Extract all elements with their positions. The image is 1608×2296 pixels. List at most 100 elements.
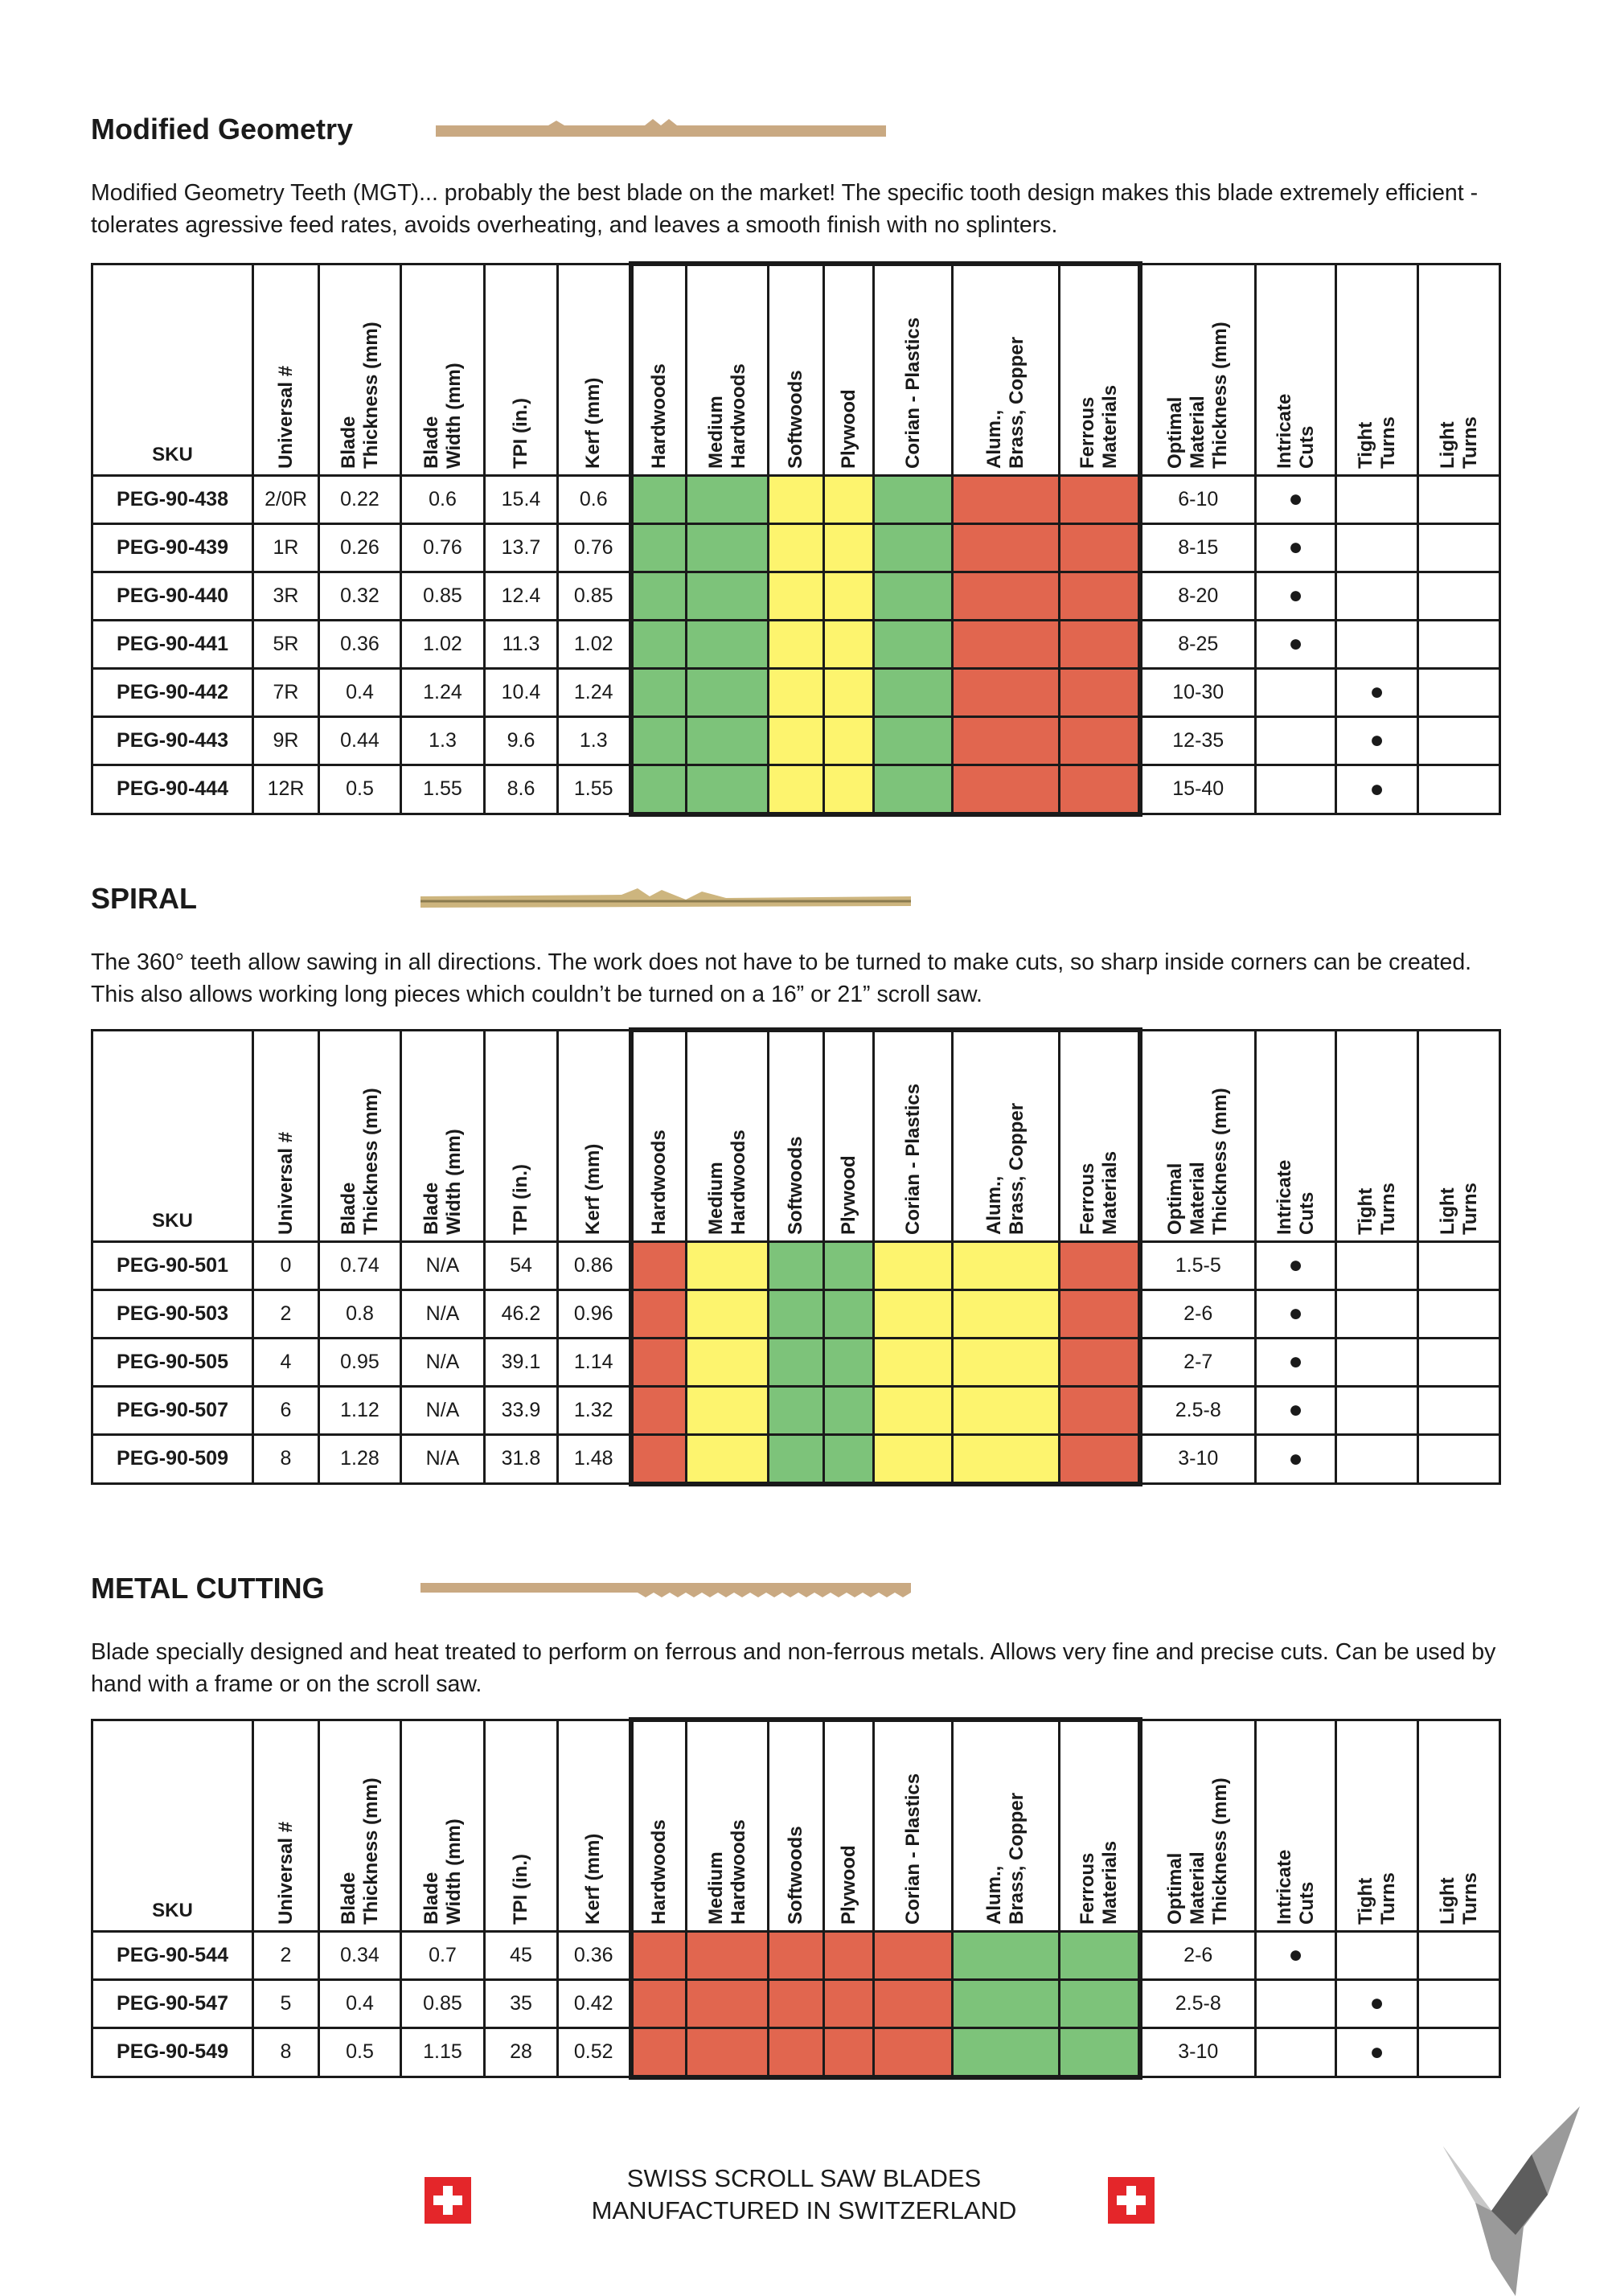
column-header-text: Intricate Cuts bbox=[1273, 1159, 1318, 1235]
material-suitability bbox=[872, 474, 954, 525]
usage-cell bbox=[1417, 618, 1501, 670]
spec-cell: 1.28 bbox=[318, 1433, 402, 1485]
spec-cell: 1.3 bbox=[400, 715, 486, 766]
spec-cell: 5 bbox=[252, 1978, 320, 2029]
material-suitability bbox=[872, 618, 954, 670]
column-header: Plywood bbox=[822, 261, 875, 477]
material-suitability bbox=[685, 1240, 769, 1291]
material-suitability bbox=[767, 2026, 825, 2080]
material-suitability bbox=[685, 1384, 769, 1436]
column-header-text: Kerf (mm) bbox=[582, 377, 605, 469]
column-header: TPI (in.) bbox=[483, 262, 559, 477]
material-suitability bbox=[1058, 618, 1142, 670]
column-header: Universal # bbox=[252, 1718, 320, 1933]
material-suitability bbox=[1058, 666, 1142, 718]
material-suitability bbox=[767, 1336, 825, 1388]
material-suitability bbox=[1058, 1336, 1142, 1388]
spec-cell: 1.55 bbox=[400, 763, 486, 815]
spec-cell: 1.32 bbox=[556, 1384, 632, 1436]
material-suitability bbox=[822, 522, 875, 573]
blade-image bbox=[420, 888, 911, 908]
sku-cell: PEG-90-440 bbox=[91, 570, 254, 621]
column-header-text: Alum., Brass, Copper bbox=[983, 1792, 1028, 1925]
usage-cell bbox=[1417, 522, 1501, 573]
spec-cell: 1R bbox=[252, 522, 320, 573]
spec-cell: 0.22 bbox=[318, 474, 402, 525]
material-suitability bbox=[628, 1336, 687, 1388]
blade-row: PEG-90-440 3R 0.32 0.85 12.4 0.85 8-20 ● bbox=[91, 570, 1501, 621]
spec-cell: 39.1 bbox=[483, 1336, 559, 1388]
usage-cell bbox=[1335, 1336, 1419, 1388]
column-header-text: Corian - Plastics bbox=[901, 1773, 924, 1925]
usage-cell bbox=[1254, 666, 1337, 718]
column-header-text: Ferrous Materials bbox=[1076, 384, 1121, 469]
column-header: Kerf (mm) bbox=[556, 1028, 632, 1243]
column-header-text: Tight Turns bbox=[1354, 1872, 1399, 1925]
column-header-text: Blade Thickness (mm) bbox=[337, 1777, 382, 1925]
spec-cell: 1.15 bbox=[400, 2026, 486, 2078]
spec-cell: 10.4 bbox=[483, 666, 559, 718]
material-suitability bbox=[685, 715, 769, 766]
material-suitability bbox=[822, 715, 875, 766]
spec-cell: 12.4 bbox=[483, 570, 559, 621]
material-suitability bbox=[628, 666, 687, 718]
spec-cell: 2 bbox=[252, 1288, 320, 1339]
material-suitability bbox=[872, 570, 954, 621]
column-header: Intricate Cuts bbox=[1254, 1718, 1337, 1933]
spec-cell: 0.4 bbox=[318, 666, 402, 718]
usage-cell bbox=[1417, 1384, 1501, 1436]
material-suitability bbox=[822, 1433, 875, 1486]
spec-cell: 0.5 bbox=[318, 763, 402, 815]
column-header: Plywood bbox=[822, 1027, 875, 1243]
material-suitability bbox=[628, 1240, 687, 1291]
spec-cell: 8 bbox=[252, 1433, 320, 1485]
thickness-cell: 8-20 bbox=[1138, 570, 1257, 621]
blade-row: PEG-90-503 2 0.8 N/A 46.2 0.96 2-6 ● bbox=[91, 1288, 1501, 1339]
column-header-text: Softwoods bbox=[785, 1135, 806, 1235]
column-header: Tight Turns bbox=[1335, 262, 1419, 477]
spec-cell: 54 bbox=[483, 1240, 559, 1291]
material-suitability bbox=[951, 666, 1060, 718]
spec-cell: 0.86 bbox=[556, 1240, 632, 1291]
spec-cell: N/A bbox=[400, 1336, 486, 1388]
material-suitability bbox=[767, 1929, 825, 1981]
header-row: SKU Universal # Blade Thickness (mm) Blade … bbox=[91, 1717, 1501, 1933]
usage-cell: ● bbox=[1254, 618, 1337, 670]
column-header: Universal # bbox=[252, 1028, 320, 1243]
usage-cell: ● bbox=[1254, 1288, 1337, 1339]
usage-cell bbox=[1335, 1384, 1419, 1436]
column-header: Corian - Plastics bbox=[872, 1717, 954, 1933]
spec-cell: 1.12 bbox=[318, 1384, 402, 1436]
spec-cell: 1.24 bbox=[556, 666, 632, 718]
material-suitability bbox=[685, 1288, 769, 1339]
spec-cell: 9.6 bbox=[483, 715, 559, 766]
column-header-text: Medium Hardwoods bbox=[704, 363, 749, 469]
usage-cell bbox=[1335, 618, 1419, 670]
blade-image bbox=[420, 1583, 911, 1597]
material-suitability bbox=[872, 1433, 954, 1486]
spec-cell: 0.32 bbox=[318, 570, 402, 621]
column-header: Optimal Material Thickness (mm) bbox=[1138, 262, 1257, 477]
usage-cell bbox=[1335, 1240, 1419, 1291]
material-suitability bbox=[767, 1384, 825, 1436]
blade-row: PEG-90-443 9R 0.44 1.3 9.6 1.3 12-35 ● bbox=[91, 715, 1501, 766]
sku-cell: PEG-90-507 bbox=[91, 1384, 254, 1436]
usage-cell bbox=[1417, 570, 1501, 621]
spec-cell: 1.02 bbox=[556, 618, 632, 670]
thickness-cell: 8-25 bbox=[1138, 618, 1257, 670]
material-suitability bbox=[1058, 1978, 1142, 2029]
column-header: TPI (in.) bbox=[483, 1028, 559, 1243]
spec-cell: 1.3 bbox=[556, 715, 632, 766]
material-suitability bbox=[767, 1288, 825, 1339]
blade-row: PEG-90-501 0 0.74 N/A 54 0.86 1.5-5 ● bbox=[91, 1240, 1501, 1291]
spec-cell: 1.02 bbox=[400, 618, 486, 670]
column-header: Blade Width (mm) bbox=[400, 1028, 486, 1243]
material-suitability bbox=[1058, 474, 1142, 525]
usage-cell bbox=[1417, 1240, 1501, 1291]
column-header-text: Hardwoods bbox=[647, 1818, 670, 1925]
spec-cell: 0.76 bbox=[556, 522, 632, 573]
material-suitability bbox=[1058, 1929, 1142, 1981]
column-header-text: Alum., Brass, Copper bbox=[983, 336, 1028, 469]
thickness-cell: 8-15 bbox=[1138, 522, 1257, 573]
